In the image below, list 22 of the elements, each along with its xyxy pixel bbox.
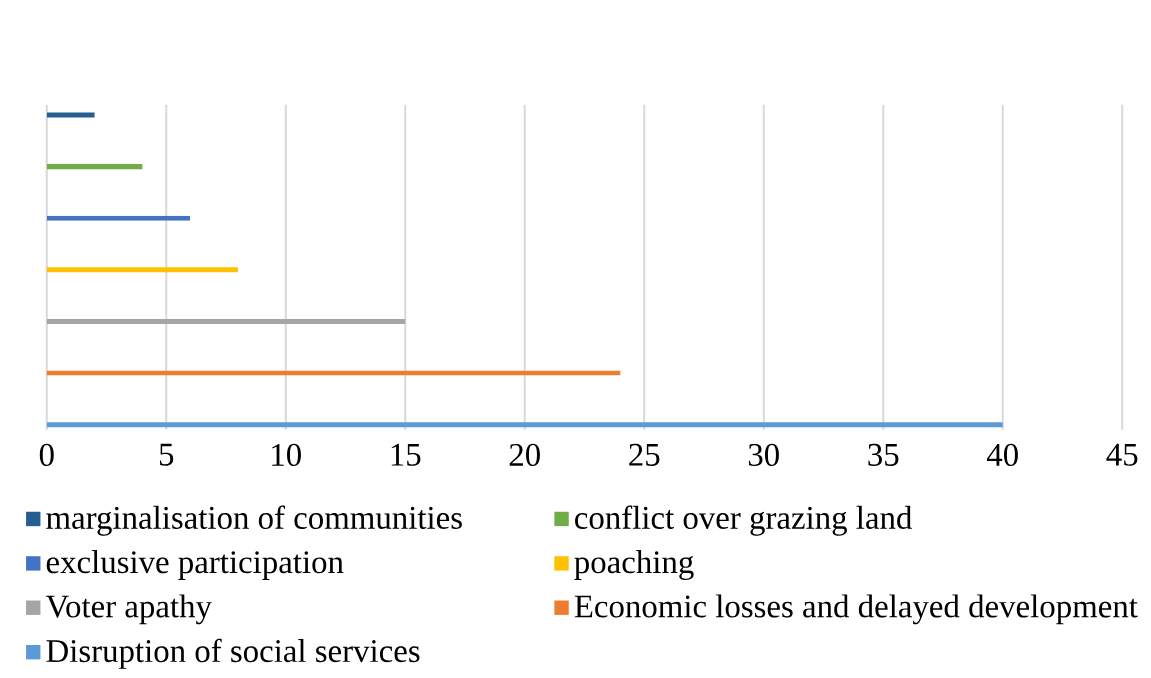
legend-label: conflict over grazing land <box>575 505 912 536</box>
x-tick-label: 45 <box>1106 443 1138 466</box>
x-tick-label: 30 <box>748 443 779 466</box>
bar <box>46 267 238 273</box>
bar <box>46 164 143 170</box>
legend-label: exclusive participation <box>46 550 344 580</box>
legend-label: poaching <box>574 550 694 581</box>
x-tick-label: 40 <box>986 443 1018 466</box>
x-tick-label: 15 <box>391 443 421 466</box>
legend-label: Economic losses and delayed development <box>574 594 1138 625</box>
bar <box>46 422 1003 428</box>
legend-label: Disruption of social services <box>46 638 420 669</box>
x-tick-label: 20 <box>509 443 540 466</box>
x-tick-label: 35 <box>868 443 899 466</box>
legend-label: Voter apathy <box>45 594 212 625</box>
x-tick-label: 10 <box>272 443 301 466</box>
x-tick-label: 5 <box>159 443 174 466</box>
legend-label: marginalisation of communities <box>46 505 462 536</box>
bar <box>46 112 95 118</box>
x-tick-label: 25 <box>629 443 660 466</box>
x-tick-label: 0 <box>39 443 54 466</box>
bar <box>46 318 406 324</box>
